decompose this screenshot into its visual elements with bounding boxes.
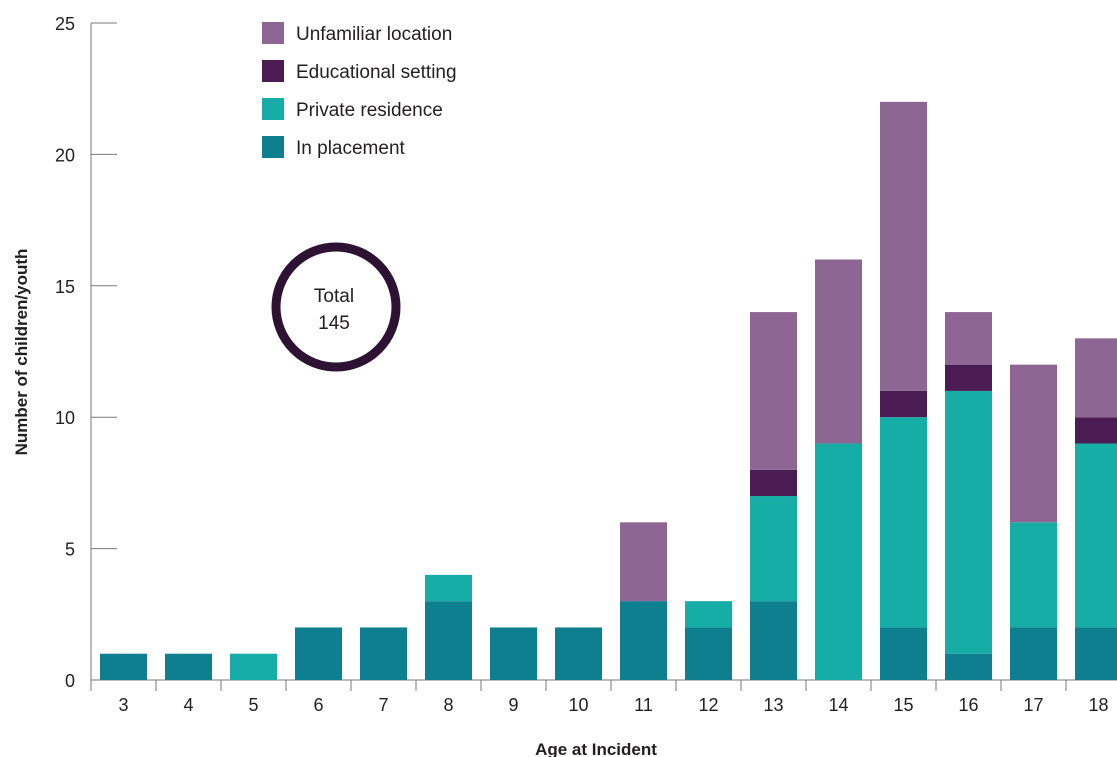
bar-segment <box>490 627 537 680</box>
bar-segment <box>1075 627 1117 680</box>
x-tick-label: 4 <box>183 695 193 715</box>
legend-label: In placement <box>296 138 406 159</box>
y-tick-label: 10 <box>55 408 75 428</box>
y-tick-label: 5 <box>65 540 75 560</box>
bar-segment <box>815 259 862 444</box>
bar-segment <box>880 390 927 418</box>
x-tick-label: 7 <box>378 695 388 715</box>
legend-label: Private residence <box>296 100 443 121</box>
x-tick-label: 13 <box>763 695 783 715</box>
x-tick-label: 14 <box>828 695 848 715</box>
bar-segment <box>685 601 732 628</box>
y-tick-label: 20 <box>55 145 75 165</box>
x-tick-label: 17 <box>1023 695 1043 715</box>
x-tick-label: 5 <box>248 695 258 715</box>
x-tick-label: 15 <box>893 695 913 715</box>
total-badge-label: Total <box>314 286 354 307</box>
bar-segment <box>1010 364 1057 523</box>
bar-segment <box>945 653 992 680</box>
bar-segment <box>1010 522 1057 628</box>
bar-segment <box>750 469 797 497</box>
x-tick-label: 10 <box>568 695 588 715</box>
bar-segment <box>425 601 472 680</box>
y-axis-title: Number of children/youth <box>12 249 31 456</box>
y-tick-label: 25 <box>55 14 75 34</box>
x-axis: 3 4 5 6 7 8 9 10 11 12 13 14 15 16 17 18 <box>90 679 1117 715</box>
bar-segment <box>750 601 797 680</box>
bar-segment <box>1010 627 1057 680</box>
x-tick-label: 12 <box>698 695 718 715</box>
legend-swatch <box>262 98 284 120</box>
bar-segment <box>750 312 797 470</box>
total-badge: Total 145 <box>271 242 401 372</box>
bar-segment <box>750 496 797 602</box>
bar-segment <box>620 601 667 680</box>
x-axis-title: Age at Incident <box>535 740 657 757</box>
bar-segment <box>945 364 992 391</box>
legend-swatch <box>262 22 284 44</box>
y-axis: 0 5 10 15 20 25 <box>55 14 117 691</box>
bar-segment <box>815 443 862 680</box>
legend-swatch <box>262 136 284 158</box>
x-tick-label: 6 <box>313 695 323 715</box>
bar-segment <box>945 390 992 654</box>
bar-segment <box>425 574 472 602</box>
x-tick-label: 11 <box>634 695 653 715</box>
bar-segment <box>685 627 732 680</box>
x-tick-label: 18 <box>1088 695 1108 715</box>
legend-label: Educational setting <box>296 62 457 83</box>
bar-segment <box>880 627 927 680</box>
bar-segment <box>100 653 147 680</box>
bar-segment <box>165 653 212 680</box>
bar-segment <box>945 312 992 365</box>
bar-segment <box>620 522 667 602</box>
legend-swatch <box>262 60 284 82</box>
bar-segment <box>295 627 342 680</box>
bars <box>100 101 1117 680</box>
bar-segment <box>230 653 277 680</box>
x-tick-label: 8 <box>443 695 453 715</box>
total-badge-value: 145 <box>318 313 350 334</box>
bar-segment <box>1075 338 1117 418</box>
x-tick-label: 9 <box>508 695 518 715</box>
y-tick-label: 15 <box>55 277 75 297</box>
legend-label: Unfamiliar location <box>296 24 452 45</box>
legend: Unfamiliar location Educational setting Pr… <box>262 22 457 159</box>
bar-segment <box>880 417 927 628</box>
bar-segment <box>360 627 407 680</box>
bar-segment <box>555 627 602 680</box>
y-tick-label: 0 <box>65 671 75 691</box>
x-tick-label: 3 <box>118 695 128 715</box>
bar-segment <box>880 101 927 391</box>
bar-segment <box>1075 417 1117 444</box>
total-badge-ring <box>271 242 401 372</box>
x-tick-label: 16 <box>958 695 978 715</box>
bar-segment <box>1075 443 1117 628</box>
